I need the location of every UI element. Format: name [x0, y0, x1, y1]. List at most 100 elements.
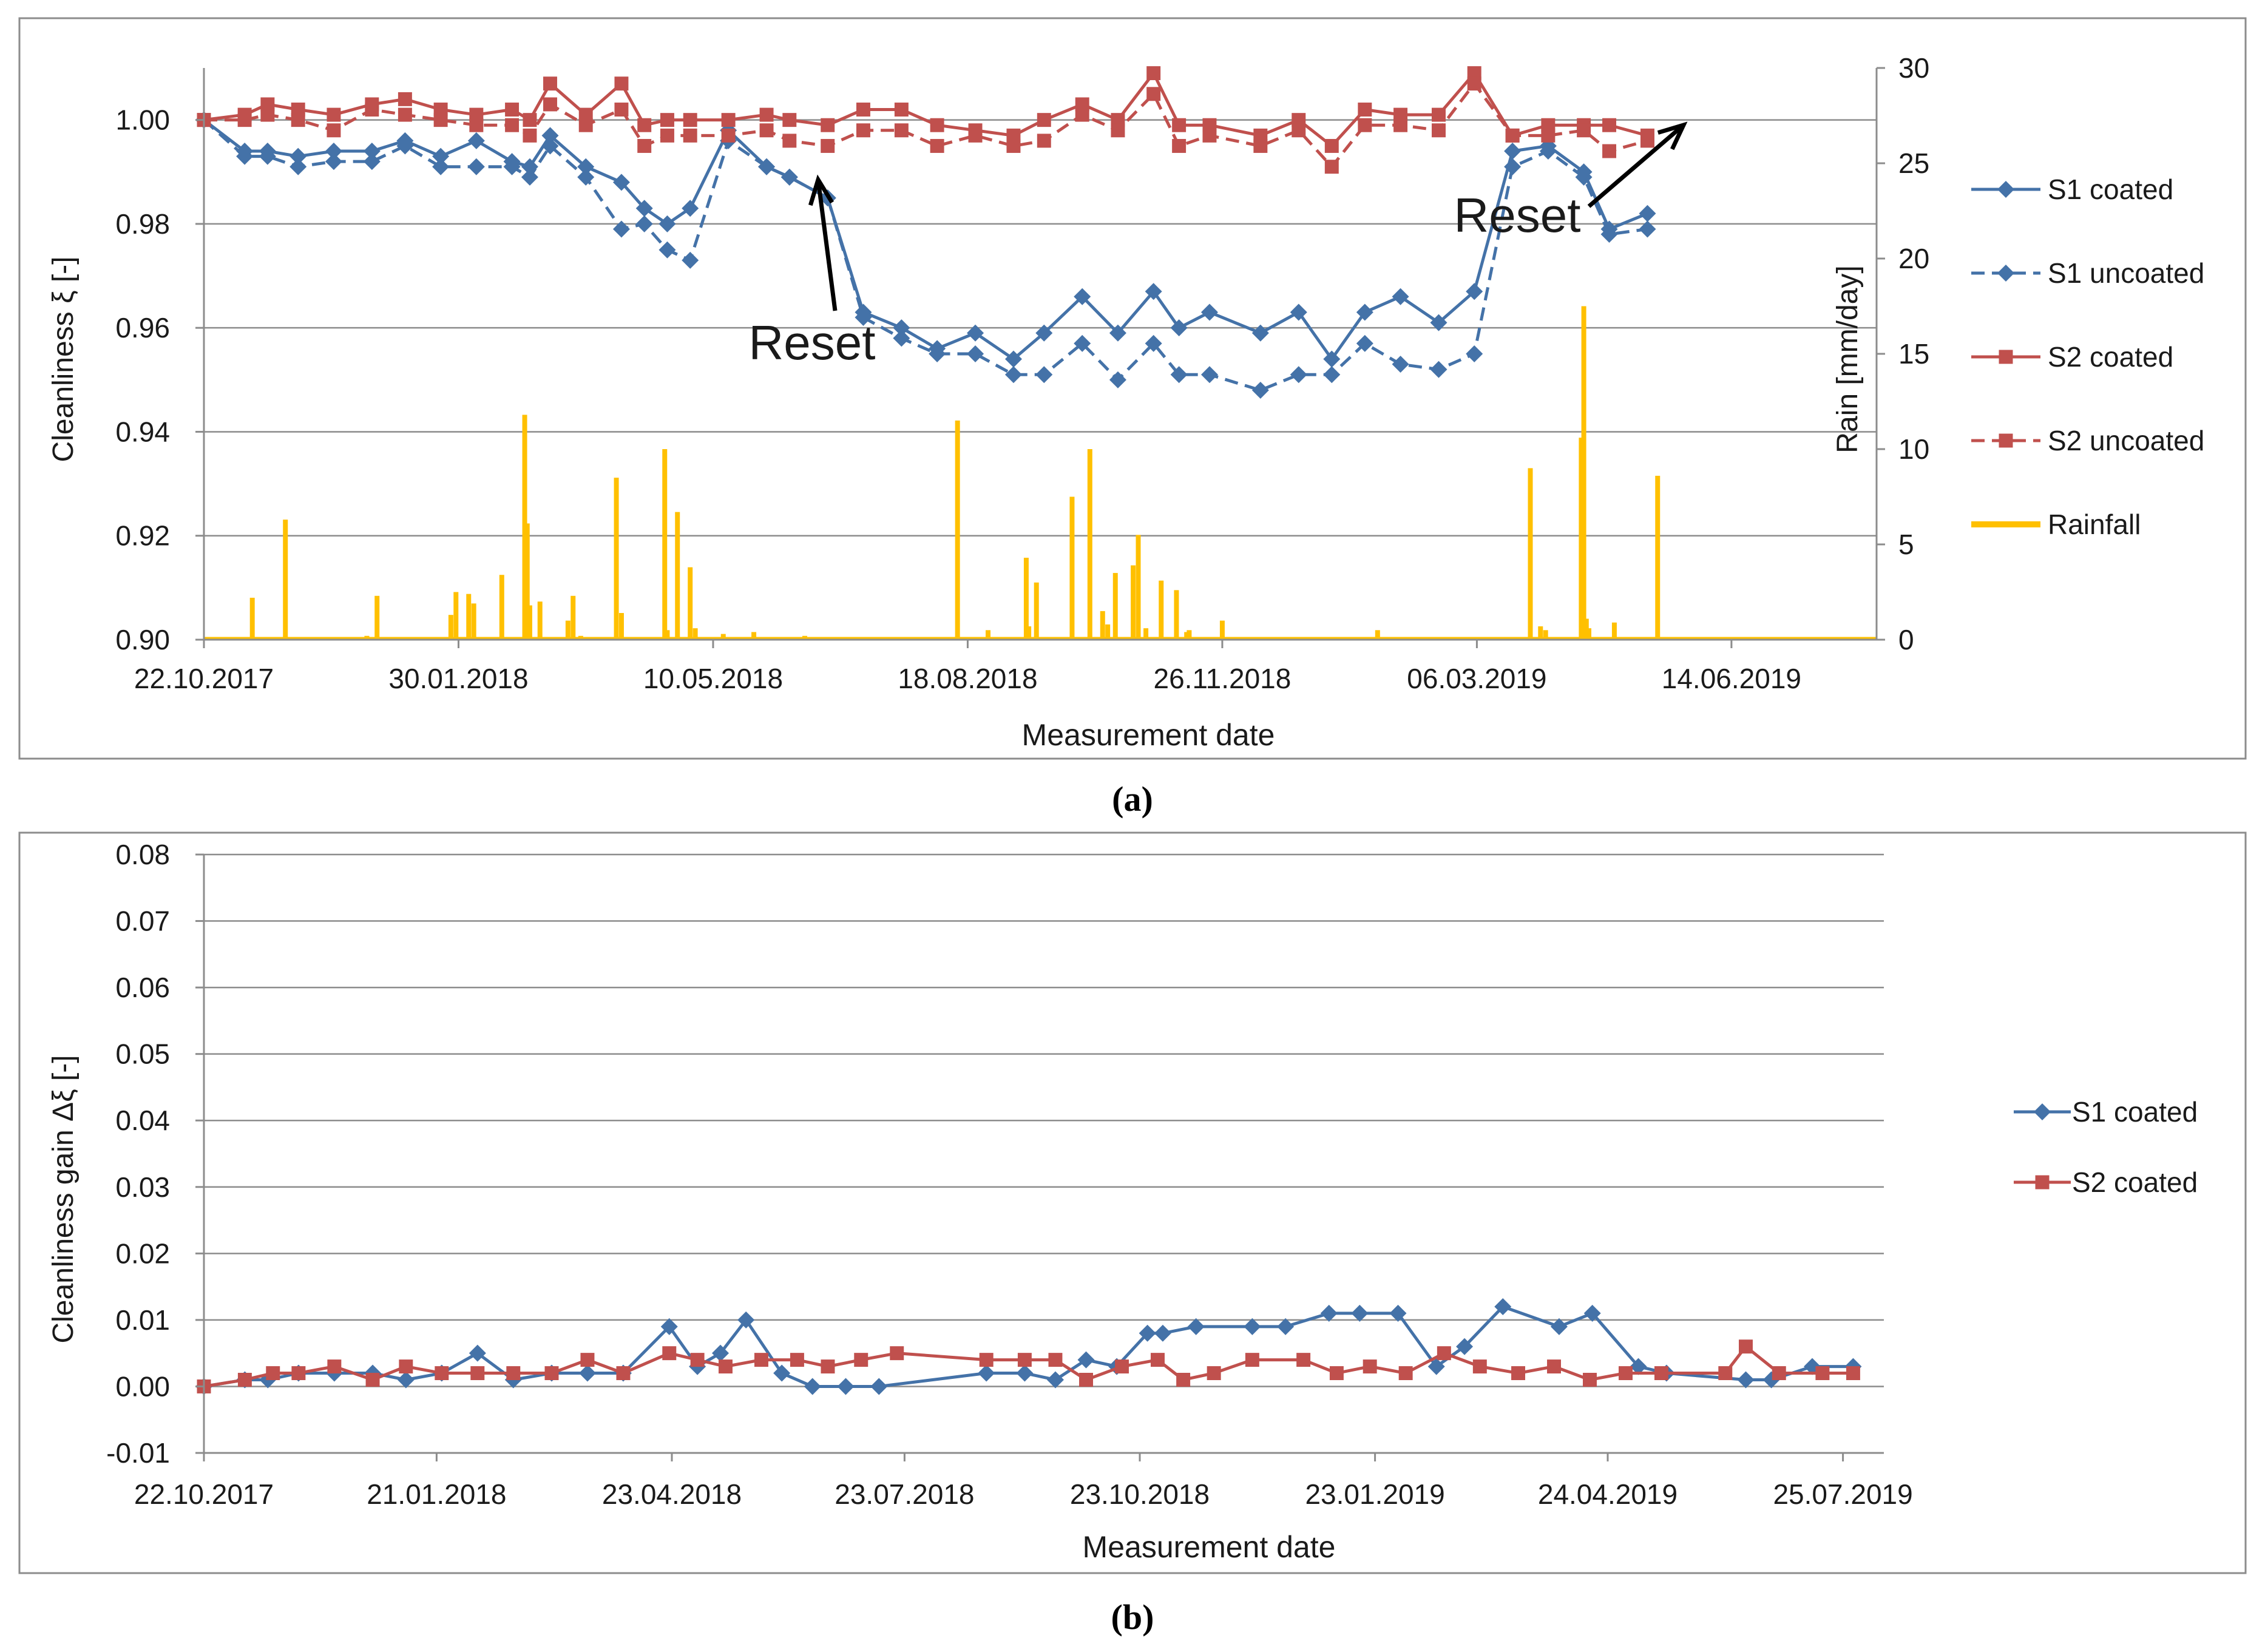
data-point [1202, 128, 1217, 143]
y2-tick-label: 25 [1898, 147, 1929, 179]
data-point [635, 200, 653, 217]
data-point [577, 168, 595, 186]
y-tick-label: 0.01 [115, 1304, 170, 1336]
data-point [758, 158, 776, 175]
data-point [856, 123, 870, 138]
data-point [1356, 303, 1373, 321]
rainfall-bar [1159, 580, 1164, 640]
data-point [1079, 1373, 1093, 1387]
panel-a-plot: 0.90 0.92 0.94 0.96 0.98 1.00 0 5 10 15 20 25 30 22.1… [47, 52, 2204, 752]
data-point [1075, 107, 1089, 122]
rainfall-bar [1586, 628, 1591, 640]
x-tick-label: 23.01.2019 [1305, 1478, 1444, 1510]
data-point [469, 118, 484, 132]
data-point [1109, 371, 1126, 388]
data-point [433, 113, 448, 127]
legend-label: S1 coated [2048, 174, 2173, 205]
rainfall-bar [453, 592, 459, 640]
data-point [1200, 366, 1218, 384]
panel-b-series [195, 1298, 1862, 1395]
data-point [1323, 350, 1341, 368]
data-point [682, 200, 699, 217]
data-point [523, 128, 537, 143]
panel-a-x-axis-label: Measurement date [1022, 718, 1275, 752]
rainfall-bar [1375, 630, 1380, 640]
panel-a-axes [195, 67, 1885, 648]
data-point [782, 134, 797, 148]
rainfall-bar [1034, 582, 1039, 640]
legend-label: Rainfall [2048, 509, 2141, 540]
rainfall-bar [618, 613, 624, 640]
data-point [1437, 1346, 1451, 1361]
data-point [365, 103, 379, 117]
x-tick-label: 22.10.2017 [134, 1478, 274, 1510]
data-point [1187, 1318, 1205, 1335]
data-point [690, 1353, 705, 1367]
rainfall-bar [374, 595, 380, 640]
data-point [821, 1359, 835, 1374]
panel-a-rainfall [204, 306, 1877, 640]
data-point [1511, 1366, 1526, 1381]
data-point [325, 143, 342, 160]
data-point [1392, 288, 1409, 305]
data-point [1846, 1366, 1860, 1381]
y-tick-label: 0.96 [115, 312, 170, 344]
data-point [721, 113, 736, 127]
data-point [266, 1366, 280, 1381]
data-point [544, 1366, 559, 1381]
data-point [327, 107, 341, 122]
rainfall-bar [1069, 496, 1075, 640]
rainfall-bar [1611, 622, 1617, 640]
data-point [1547, 1359, 1561, 1374]
data-point [578, 118, 593, 132]
y2-tick-label: 15 [1898, 338, 1929, 370]
data-point [790, 1353, 804, 1367]
y2-tick-label: 10 [1898, 433, 1929, 465]
panel-a-annotations: Reset Reset [749, 121, 1688, 370]
legend-label: S2 uncoated [2048, 425, 2204, 456]
data-point [612, 220, 630, 238]
data-point [1600, 226, 1618, 243]
data-point [1602, 118, 1617, 132]
panel-b-tick-labels: -0.01 0.00 0.01 0.02 0.03 0.04 0.05 0.06 0.07 0.0… [106, 839, 1913, 1510]
panel-a-tick-labels: 0.90 0.92 0.94 0.96 0.98 1.00 0 5 10 15 20 25 30 22.1… [115, 52, 1929, 694]
data-point [1245, 1353, 1259, 1367]
legend-label: S2 coated [2048, 341, 2173, 373]
y-tick-label: 0.98 [115, 208, 170, 240]
data-point [1398, 1366, 1413, 1381]
y-tick-label: 0.05 [115, 1038, 170, 1070]
data-point [1430, 314, 1447, 331]
data-point [325, 153, 342, 171]
data-point [1329, 1366, 1344, 1381]
rainfall-bar [1579, 438, 1584, 640]
data-point [759, 123, 774, 138]
data-point [521, 168, 538, 186]
data-point [1115, 1359, 1129, 1374]
data-point [930, 118, 944, 132]
rainfall-bar [1184, 632, 1190, 640]
rainfall-bar [524, 523, 530, 640]
data-point [397, 1371, 415, 1389]
data-point [659, 241, 676, 259]
data-point [614, 76, 629, 91]
data-point [1718, 1366, 1733, 1381]
rainfall-bar [1131, 565, 1136, 640]
data-point [780, 168, 798, 186]
data-point [1583, 1373, 1597, 1387]
data-point [1111, 123, 1125, 138]
data-point [737, 1311, 755, 1329]
rainfall-bar [955, 420, 960, 640]
data-point [1170, 319, 1188, 337]
data-point [1077, 1351, 1095, 1369]
data-point [1466, 345, 1483, 362]
data-point [612, 174, 630, 191]
data-point [237, 113, 252, 127]
data-point [469, 1344, 486, 1362]
panel-b-y-axis-label: Cleanliness gain Δξ [-] [47, 1055, 80, 1343]
data-point [435, 1366, 449, 1381]
data-point [718, 1359, 733, 1374]
rainfall-bar [522, 415, 527, 640]
data-point [1618, 1366, 1633, 1381]
data-point [660, 113, 674, 127]
